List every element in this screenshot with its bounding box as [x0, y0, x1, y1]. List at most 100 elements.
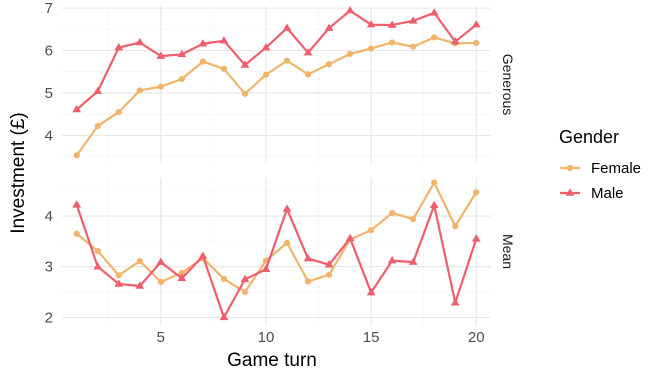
- data-point-female: [431, 179, 438, 186]
- data-point-male: [177, 273, 187, 282]
- data-point-male: [324, 23, 334, 31]
- data-point-female: [73, 152, 80, 159]
- data-point-male: [429, 8, 439, 16]
- data-point-female: [262, 71, 270, 78]
- data-point-female: [94, 122, 101, 130]
- y-tick-label: 3: [45, 259, 53, 276]
- legend-label: Female: [591, 160, 641, 177]
- y-tick-label: 7: [45, 0, 53, 17]
- data-point-male: [198, 39, 208, 47]
- data-point-female: [157, 278, 164, 286]
- data-point-female: [368, 45, 375, 52]
- data-point-male: [240, 274, 250, 283]
- series-line-female: [75, 36, 477, 157]
- y-tick-label: 4: [45, 127, 53, 144]
- series-line-male: [75, 204, 478, 319]
- data-point-female: [136, 258, 143, 265]
- data-point-female: [283, 239, 291, 246]
- data-point-female: [73, 230, 80, 237]
- data-point-male: [72, 104, 82, 113]
- data-point-male: [303, 48, 313, 56]
- data-point-male: [282, 23, 292, 31]
- data-point-male: [114, 279, 124, 287]
- facet-strip-label: Mean: [500, 234, 516, 269]
- data-point-male: [93, 262, 103, 270]
- data-point-male: [114, 42, 124, 51]
- data-point-male: [387, 256, 397, 264]
- panels-layer: 4 5 6 7 Generous 2 3 4 Mean 5 10 15 20: [45, 0, 516, 346]
- data-point-female: [347, 50, 354, 58]
- data-point-male: [198, 251, 208, 259]
- x-tick-label: 5: [157, 329, 165, 346]
- data-point-female: [241, 288, 249, 296]
- data-point-male: [387, 20, 397, 28]
- panel-mean: 2 3 4 Mean: [45, 178, 516, 326]
- data-point-female: [389, 39, 396, 46]
- data-point-female: [178, 269, 185, 276]
- facet-strip-label: Generous: [500, 54, 516, 115]
- y-tick-label: 6: [45, 43, 53, 60]
- x-tick-label: 20: [468, 329, 485, 346]
- data-point-female: [136, 87, 143, 94]
- data-point-female: [325, 61, 333, 68]
- data-point-female: [157, 83, 164, 90]
- series-line-female: [76, 181, 478, 294]
- x-tick-label: 10: [258, 329, 275, 346]
- data-point-male: [366, 287, 376, 296]
- y-tick-label: 5: [45, 85, 53, 102]
- data-point-male: [261, 42, 271, 51]
- data-point-female: [115, 108, 122, 116]
- data-point-male: [156, 257, 166, 265]
- data-point-female: [304, 71, 312, 78]
- x-axis-title: Game turn: [227, 350, 317, 371]
- data-point-female: [389, 209, 396, 217]
- data-point-male: [261, 264, 271, 273]
- y-tick-label: 2: [45, 309, 53, 326]
- data-point-female: [473, 189, 480, 196]
- data-point-male: [429, 200, 439, 209]
- legend-entry-female: Female: [560, 160, 641, 177]
- x-tick-label: 15: [363, 329, 380, 346]
- data-point-male: [324, 260, 334, 268]
- data-point-male: [366, 20, 376, 28]
- legend: Gender Female Male: [559, 127, 641, 202]
- legend-title: Gender: [559, 127, 619, 147]
- data-point-male: [471, 234, 481, 242]
- data-point-male: [408, 16, 418, 24]
- data-point-female: [473, 39, 480, 47]
- data-point-female: [452, 223, 459, 230]
- data-point-female: [325, 271, 333, 278]
- y-axis-title: Investment (£): [8, 112, 29, 233]
- legend-key-marker: [565, 188, 575, 196]
- data-point-female: [410, 215, 417, 223]
- legend-entries: Female Male: [560, 160, 641, 202]
- data-point-female: [220, 65, 228, 72]
- data-point-male: [471, 20, 481, 28]
- data-point-male: [240, 60, 250, 68]
- data-point-female: [410, 43, 417, 50]
- legend-label: Male: [591, 185, 624, 202]
- data-point-male: [135, 281, 145, 289]
- data-point-male: [345, 233, 355, 242]
- legend-key-marker: [566, 164, 574, 172]
- data-point-male: [177, 49, 187, 58]
- data-point-male: [219, 312, 229, 321]
- data-point-female: [115, 272, 122, 279]
- y-tick-label: 4: [45, 208, 53, 225]
- data-point-female: [368, 227, 375, 234]
- data-point-male: [345, 6, 355, 14]
- data-point-male: [156, 51, 166, 59]
- data-point-female: [220, 275, 228, 282]
- data-point-male: [93, 86, 103, 95]
- data-point-male: [135, 37, 145, 46]
- data-point-male: [72, 200, 82, 208]
- data-point-male: [450, 37, 460, 45]
- data-point-female: [178, 75, 185, 83]
- data-point-male: [450, 298, 460, 306]
- data-point-male: [282, 204, 292, 212]
- panel-generous: 4 5 6 7 Generous: [45, 0, 516, 163]
- data-point-female: [199, 58, 206, 65]
- data-point-male: [408, 257, 418, 265]
- data-point-female: [431, 34, 438, 41]
